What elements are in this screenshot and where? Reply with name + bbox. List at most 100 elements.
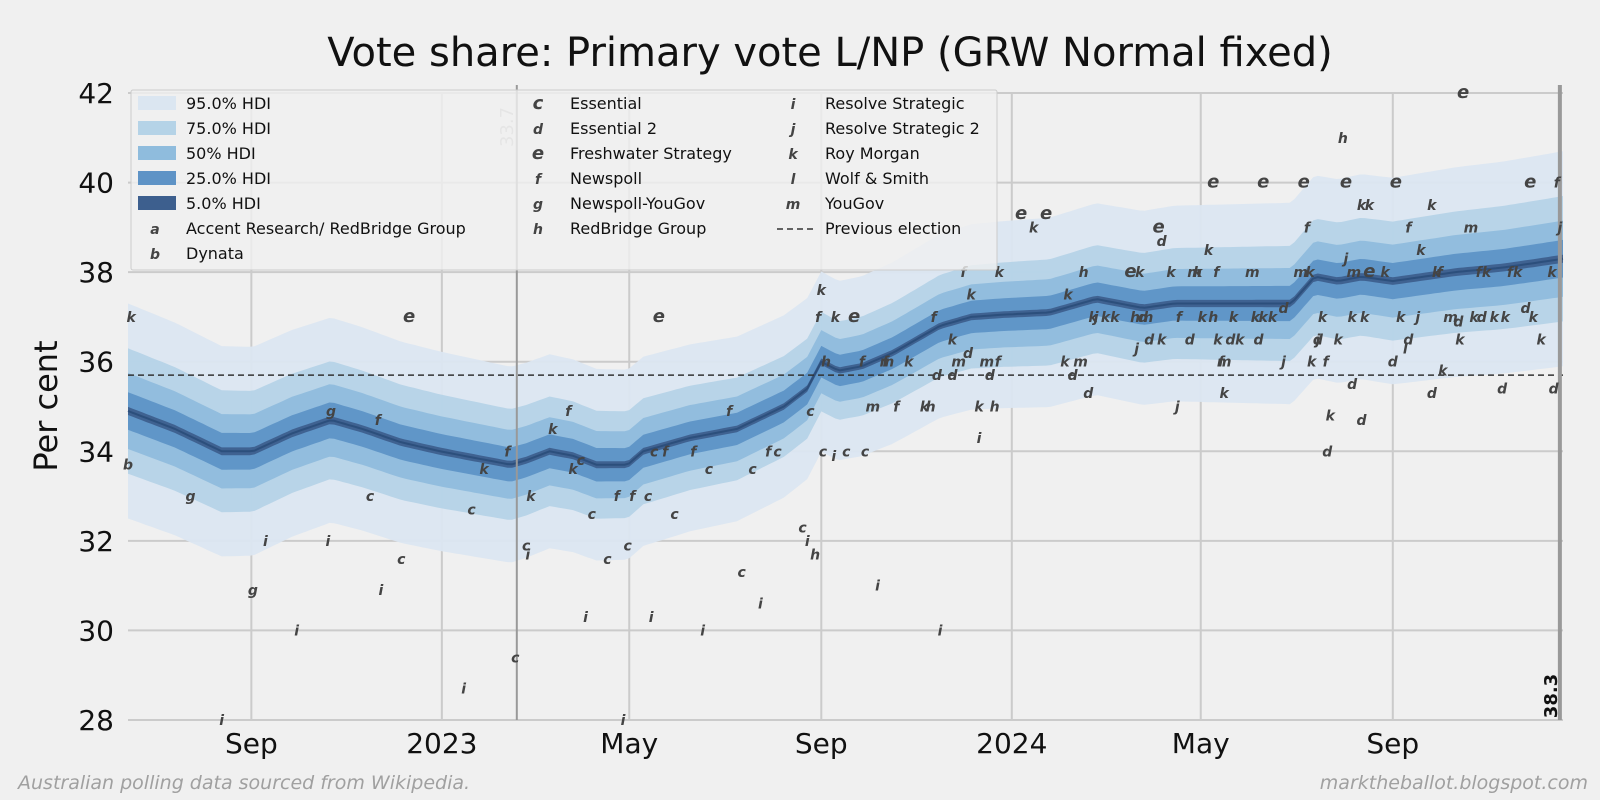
legend-marker: k [788, 147, 799, 163]
poll-point-i: i [263, 534, 268, 550]
poll-point-f: f [1554, 176, 1562, 192]
poll-point-d: d [1068, 368, 1079, 384]
poll-point-k: k [1157, 332, 1168, 348]
poll-point-d: d [1253, 332, 1264, 348]
poll-point-e: e [1015, 203, 1027, 224]
legend-pollster-label: Dynata [186, 244, 244, 263]
poll-point-d: d [1477, 310, 1488, 326]
poll-point-j: j [1132, 341, 1139, 357]
poll-point-k: k [1396, 310, 1407, 326]
poll-point-d: d [1497, 382, 1508, 398]
poll-point-i: i [805, 534, 810, 550]
poll-point-k: k [1135, 265, 1146, 281]
legend-pollster-label: YouGov [824, 194, 884, 213]
poll-point-d: d [1278, 301, 1289, 317]
legend-swatch [138, 196, 176, 210]
poll-point-k: k [1029, 220, 1040, 236]
poll-point-k: k [974, 400, 985, 416]
legend-swatch [138, 146, 176, 160]
legend-hdi-label: 50% HDI [186, 144, 256, 163]
poll-point-k: k [126, 310, 137, 326]
poll-point-f: f [859, 355, 867, 371]
y-tick-label: 34 [78, 435, 114, 468]
y-tick-label: 40 [78, 167, 114, 200]
poll-point-e: e [1298, 172, 1310, 193]
poll-point-k: k [1063, 288, 1074, 304]
poll-point-k: k [548, 422, 559, 438]
poll-point-f: f [1405, 220, 1413, 236]
poll-point-d: d [1083, 386, 1094, 402]
poll-point-i: i [977, 431, 982, 447]
poll-point-i: i [621, 713, 626, 729]
x-tick-label: May [1172, 727, 1230, 760]
axes: 28 30 32 34 36 38 40 42 Sep 2023 May Sep 2024 May Sep [78, 77, 1419, 760]
y-tick-label: 42 [78, 77, 114, 110]
poll-point-k: k [1427, 198, 1438, 214]
y-tick-label: 36 [78, 346, 114, 379]
poll-point-d: d [1453, 314, 1464, 330]
poll-point-c: c [773, 444, 782, 460]
legend-marker: b [150, 247, 160, 263]
poll-point-i: i [938, 623, 943, 639]
legend-swatch [138, 96, 176, 110]
poll-point-c: c [748, 462, 757, 478]
poll-point-e: e [848, 306, 860, 327]
x-tick-label: Sep [1366, 727, 1419, 760]
poll-point-k: k [479, 462, 490, 478]
poll-point-k: k [1318, 310, 1329, 326]
x-tick-label: Sep [795, 727, 848, 760]
legend-pollster-label: Accent Research/ RedBridge Group [186, 219, 466, 238]
poll-point-i: i [325, 534, 330, 550]
poll-point-c: c [806, 404, 815, 420]
poll-point-d: d [932, 368, 943, 384]
median-line [127, 257, 1564, 466]
legend-marker: j [789, 122, 796, 138]
poll-point-e: e [1363, 261, 1375, 282]
legend-pollster-label: RedBridge Group [570, 219, 706, 238]
poll-point-f: f [882, 355, 890, 371]
poll-point-k: k [967, 288, 978, 304]
poll-point-h: h [1079, 265, 1089, 281]
poll-point-j: j [1173, 400, 1180, 416]
poll-point-i: i [875, 579, 880, 595]
footer-source-note: Australian polling data sourced from Wik… [18, 772, 471, 794]
chart-title: Vote share: Primary vote L/NP (GRW Norma… [327, 30, 1333, 76]
legend-marker: h [533, 222, 543, 238]
poll-point-k: k [1380, 265, 1391, 281]
poll-point-m: m [1245, 265, 1260, 281]
poll-point-d: d [1225, 332, 1236, 348]
poll-point-e: e [653, 306, 665, 327]
poll-point-j: j [1279, 355, 1286, 371]
poll-point-i: i [294, 623, 299, 639]
legend-pollster-label: Newspoll [570, 169, 642, 188]
poll-point-g: g [248, 583, 258, 599]
poll-point-k: k [1469, 310, 1480, 326]
poll-point-i: i [583, 610, 588, 626]
poll-point-k: k [1110, 310, 1121, 326]
poll-point-d: d [1185, 332, 1196, 348]
poll-point-j: j [1092, 310, 1099, 326]
legend-marker: d [533, 122, 544, 138]
poll-point-k: k [1193, 265, 1204, 281]
poll-point-c: c [705, 462, 714, 478]
poll-point-i: i [379, 583, 384, 599]
x-tick-label: Sep [225, 727, 278, 760]
poll-point-f: f [504, 444, 512, 460]
poll-point-k: k [1482, 265, 1493, 281]
poll-point-c: c [603, 552, 612, 568]
y-tick-label: 32 [78, 525, 114, 558]
poll-point-h: h [1130, 310, 1140, 326]
poll-point-k: k [1268, 310, 1279, 326]
poll-point-m: m [1139, 310, 1154, 326]
poll-point-k: k [1204, 243, 1215, 259]
poll-point-k: k [1198, 310, 1209, 326]
poll-point-k: k [1490, 310, 1501, 326]
legend-marker: e [532, 143, 544, 164]
poll-point-f: f [1476, 265, 1484, 281]
poll-point-k: k [995, 265, 1006, 281]
poll-point-c: c [738, 565, 747, 581]
legend-hdi-label: 75.0% HDI [186, 119, 271, 138]
legend-pollster-label: Newspoll-YouGov [570, 194, 705, 213]
poll-point-k: k [948, 332, 959, 348]
poll-point-e: e [1207, 172, 1219, 193]
